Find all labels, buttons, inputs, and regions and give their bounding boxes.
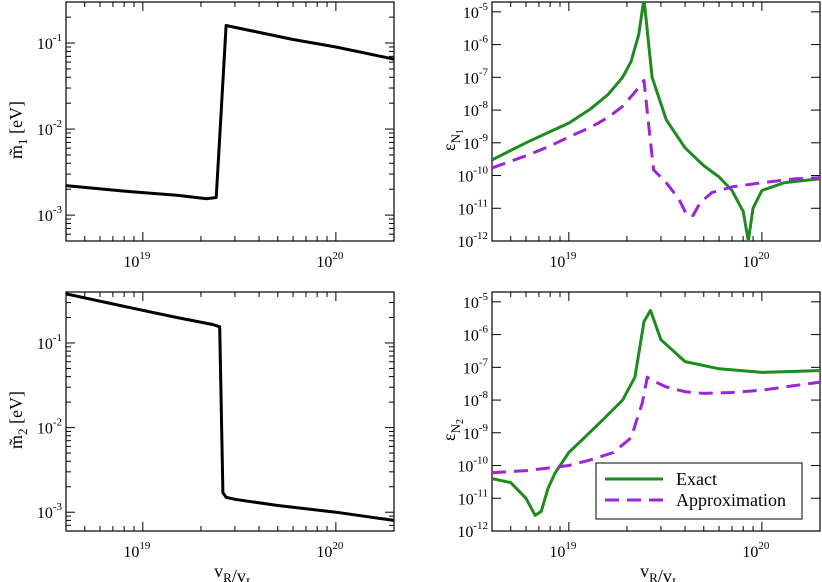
ylabel-eps2: εN2 [439,419,466,441]
y-tick-label: 10-10 [457,165,488,186]
y-tick-label: 10-9 [463,422,489,443]
ylabel-m1-main: m̃ [6,145,26,159]
y-tick-label: 10-9 [463,132,489,153]
x-tick-label: 1019 [123,540,151,561]
svg-text:εN1: εN1 [439,129,466,151]
ylabel-m1-unit: [eV] [6,101,26,138]
panel-m2: 1019 1020 10-3 10-2 10-1 [37,291,395,561]
y-tick-label: 10-11 [458,197,488,218]
y-tick-label: 10-11 [458,487,488,508]
y-tick-label: 10-5 [463,291,489,312]
y-tick-label: 10-6 [463,324,489,345]
legend-label-approximation: Approximation [676,490,786,510]
series-exact-eps2 [492,308,820,517]
ylabel-eps1-sub: N [448,133,463,143]
ylabel-eps2-main: ε [439,433,459,441]
y-tick-label: 10-5 [463,1,489,22]
y-tick-label: 10-7 [463,66,489,87]
y-tick-label: 10-2 [37,118,62,139]
ylabel-eps1-main: ε [439,143,459,151]
series-exact-eps1 [492,2,820,241]
y-tick-label: 10-1 [37,32,62,53]
x-tick-label: 1020 [316,250,344,271]
ylabel-eps2-subsub: 2 [455,419,466,424]
x-tick-label: 1020 [742,250,770,271]
x-tick-label: 1020 [316,540,344,561]
legend-label-exact: Exact [676,469,717,489]
y-tick-label: 10-3 [37,501,63,522]
series-m2-m2 [66,292,394,522]
x-tick-label: 1020 [742,540,770,561]
ylabel-eps1: εN1 [439,129,466,151]
ylabel-m1: m̃1 [eV] [6,101,30,159]
svg-text:εN2: εN2 [439,419,466,441]
plot-frame-eps1 [491,1,821,242]
plot-frame-m2 [65,291,395,532]
x-tick-label: 1019 [549,540,577,561]
y-tick-label: 10-7 [463,356,489,377]
panel-m1: 1019 1020 10-3 10-2 10-1 [37,1,395,271]
series-approximation-eps1 [492,79,820,217]
panel-eps2: 1019 1020 10-12 10-11 10-10 10-9 10-8 10-7 10-6 1… [457,291,821,561]
series-approximation-eps2 [492,375,820,475]
y-tick-label: 10-8 [463,99,489,120]
legend: Exact Approximation [595,462,803,520]
plot-frame-m1 [65,1,395,242]
ylabel-m1-sub: 1 [15,138,30,145]
xlabel-right: vR/vL [640,561,680,582]
ylabel-eps1-subsub: 1 [455,129,466,134]
y-tick-label: 10-1 [37,332,62,353]
ylabel-m2-sub: 2 [15,428,30,435]
plot-frame-eps2 [491,291,821,532]
x-tick-label: 1019 [549,250,577,271]
xlabel-left: vR/vL [214,561,254,582]
panel-eps1: 1019 1020 10-12 10-11 10-10 10-9 10-8 10-7 10-6 1… [457,1,821,271]
y-tick-label: 10-12 [457,230,488,251]
y-tick-label: 10-2 [37,417,62,438]
svg-text:m̃1 [eV]: m̃1 [eV] [6,101,30,159]
ylabel-m2-main: m̃ [6,435,26,449]
y-tick-label: 10-10 [457,455,488,476]
y-tick-label: 10-6 [463,34,489,55]
y-tick-label: 10-3 [37,204,63,225]
series-m1-m1 [66,24,394,201]
x-tick-label: 1019 [123,250,151,271]
svg-text:m̃2 [eV]: m̃2 [eV] [6,391,30,449]
ylabel-m2: m̃2 [eV] [6,391,30,449]
ylabel-eps2-sub: N [448,423,463,433]
y-tick-label: 10-8 [463,389,489,410]
ylabel-m2-unit: [eV] [6,391,26,428]
y-tick-label: 10-12 [457,520,488,541]
legend-frame [595,462,803,520]
